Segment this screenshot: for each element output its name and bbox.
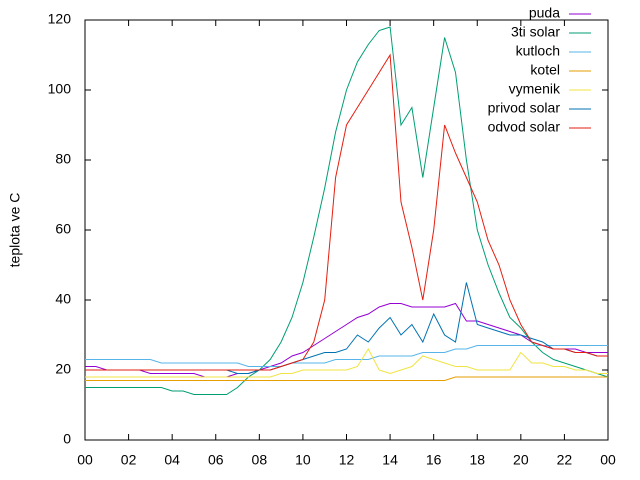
- legend-label: odvod solar: [488, 119, 561, 135]
- legend-label: kutloch: [516, 43, 560, 59]
- y-tick-label: 40: [55, 291, 71, 307]
- x-tick-label: 08: [252, 452, 268, 468]
- x-tick-label: 00: [77, 452, 93, 468]
- x-tick-label: 00: [600, 452, 616, 468]
- legend-label: 3ti solar: [511, 24, 560, 40]
- y-tick-label: 20: [55, 361, 71, 377]
- x-tick-label: 20: [513, 452, 529, 468]
- y-tick-label: 120: [48, 11, 72, 27]
- legend-label: puda: [529, 5, 560, 21]
- series-line: [85, 26, 609, 395]
- y-tick-label: 0: [63, 431, 71, 447]
- x-tick-label: 14: [382, 452, 398, 468]
- y-axis-label: teplota ve C: [7, 193, 23, 268]
- series-line: [85, 53, 608, 371]
- legend-label: kotel: [530, 62, 560, 78]
- x-tick-label: 16: [426, 452, 442, 468]
- series-line: [85, 345, 608, 367]
- legend-label: privod solar: [488, 100, 561, 116]
- series-line: [85, 302, 608, 378]
- y-tick-label: 100: [48, 81, 72, 97]
- series-line: [85, 376, 608, 381]
- x-tick-label: 06: [208, 452, 224, 468]
- x-tick-label: 22: [557, 452, 573, 468]
- y-tick-label: 80: [55, 151, 71, 167]
- x-tick-label: 12: [339, 452, 355, 468]
- y-tick-label: 60: [55, 221, 71, 237]
- legend-label: vymenik: [509, 81, 561, 97]
- x-tick-label: 18: [469, 452, 485, 468]
- x-tick-label: 10: [295, 452, 311, 468]
- x-tick-label: 04: [164, 452, 180, 468]
- x-tick-label: 02: [121, 452, 137, 468]
- series-line: [85, 347, 608, 378]
